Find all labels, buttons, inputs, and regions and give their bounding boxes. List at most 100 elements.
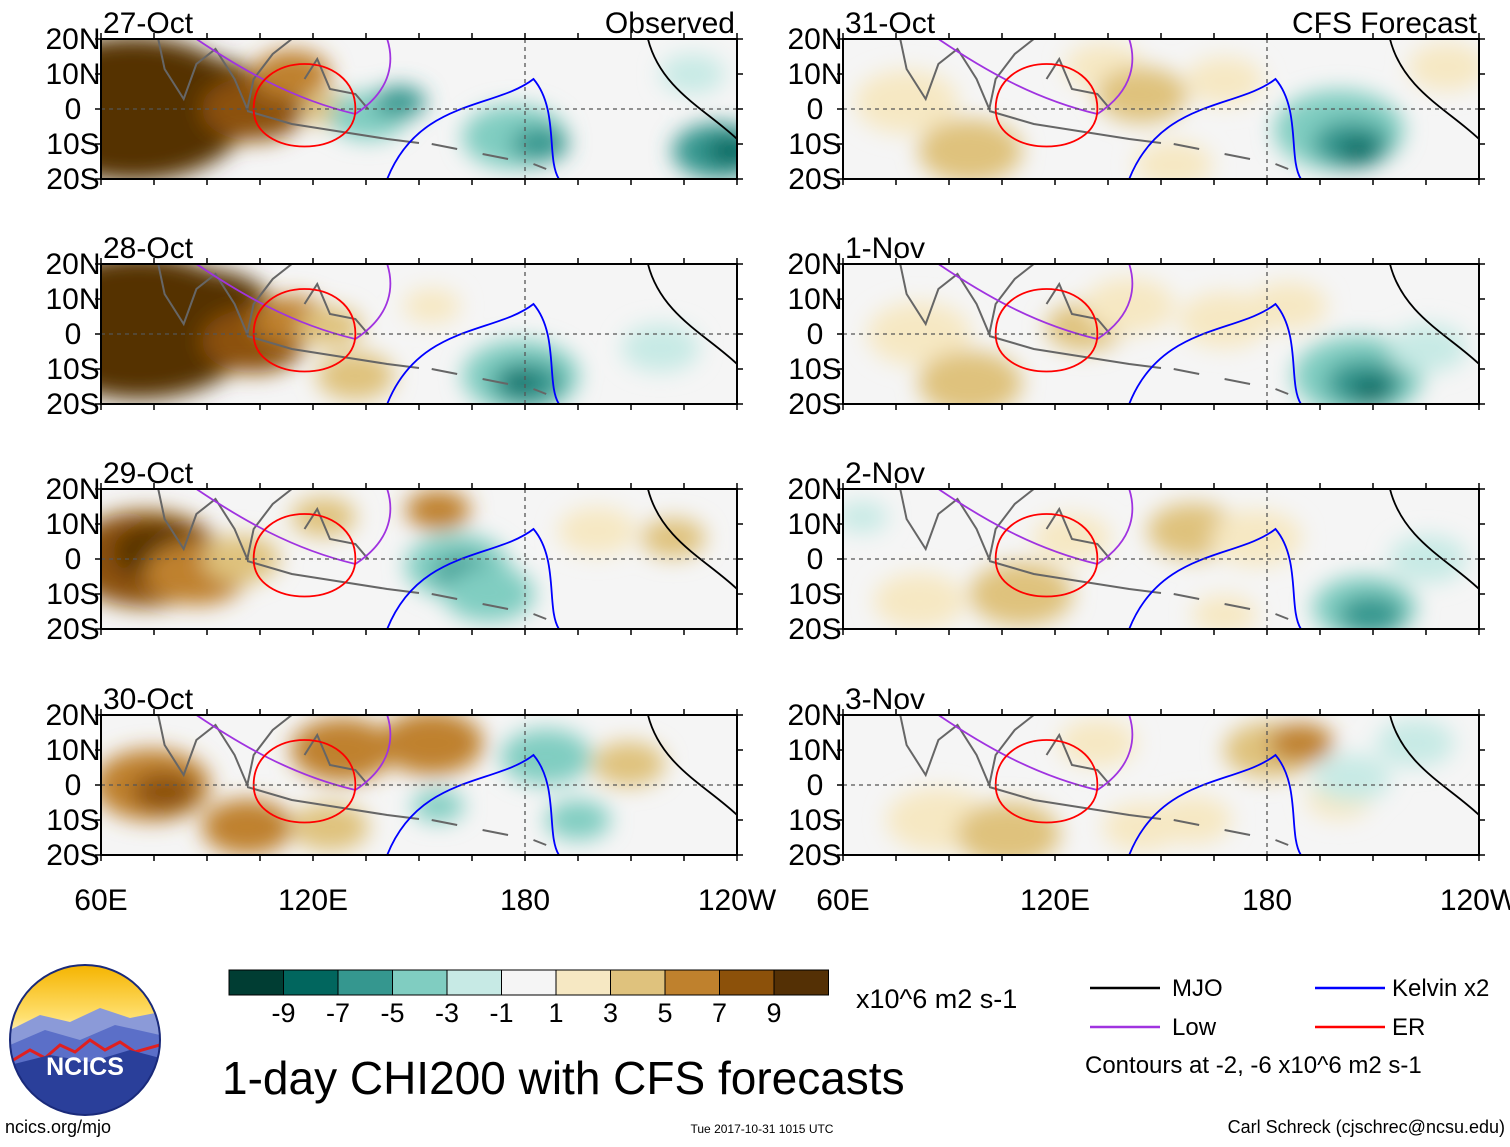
contour-er: [252, 288, 357, 373]
contour-note: Contours at -2, -6 x10^6 m2 s-1: [1085, 1052, 1422, 1079]
field-blob: [403, 288, 461, 324]
panel-date: 31-Oct: [845, 7, 936, 40]
field-blob: [1312, 754, 1391, 802]
contour-kelvin: [386, 302, 560, 404]
field-blob: [373, 86, 426, 118]
logo-text: NCICS: [46, 1053, 124, 1081]
x-tick-label: 120E: [278, 884, 348, 917]
contour-er: [252, 739, 357, 824]
coastline-asia: [899, 489, 1035, 563]
contour-er: [252, 513, 357, 598]
field-blob: [1338, 595, 1404, 629]
y-tick-label: 20N: [45, 248, 100, 281]
y-tick-label: 10N: [45, 58, 100, 91]
legend-low: Low: [1172, 1014, 1217, 1041]
field-blob: [500, 729, 592, 785]
x-tick-label: 120W: [698, 884, 777, 917]
colorbar-label: -1: [489, 998, 513, 1028]
coastline-asia: [899, 39, 1035, 113]
panel-type-label: CFS Forecast: [1292, 7, 1478, 40]
coastline-islands: [1173, 368, 1289, 395]
field-blob: [918, 351, 1023, 404]
coastline-indonesia: [246, 335, 420, 369]
y-tick-label: 10N: [45, 508, 100, 541]
contour-er: [994, 513, 1099, 598]
coastline-islands: [431, 368, 547, 395]
field-blob: [1096, 67, 1188, 123]
contour-low: [937, 489, 1134, 565]
y-tick-label: 10N: [45, 283, 100, 316]
field-blob: [1351, 378, 1391, 402]
contour-low: [937, 715, 1134, 791]
field-blob: [843, 501, 889, 533]
y-tick-label: 0: [807, 318, 824, 351]
field-blob: [405, 490, 471, 530]
coastline-indonesia: [246, 110, 420, 144]
field-blob: [1408, 43, 1479, 91]
field-blob: [545, 800, 611, 840]
coastline-asia: [157, 39, 293, 113]
colorbar-label: 1: [548, 998, 563, 1028]
x-tick-label: 120E: [1020, 884, 1090, 917]
contour-er: [994, 63, 1099, 148]
contour-mjo: [647, 39, 737, 140]
coastline-islands: [1173, 593, 1289, 620]
colorbar-swatch: [773, 969, 829, 996]
colorbar-swatch: [283, 969, 339, 996]
contour-mjo: [1389, 489, 1479, 590]
colorbar: -9 -7 -5 -3 -1 1 3 5 7 9: [228, 969, 829, 1028]
field-blob: [290, 803, 369, 851]
field-blob: [132, 772, 198, 812]
panel-date: 28-Oct: [103, 232, 194, 265]
contour-mjo: [1389, 264, 1479, 365]
y-tick-label: 20N: [787, 23, 842, 56]
field-blob: [672, 123, 737, 179]
contour-low: [195, 715, 392, 791]
field-blob: [707, 136, 737, 166]
field-blob: [1083, 278, 1175, 334]
coastline-philippines: [303, 281, 369, 335]
y-tick-label: 20S: [788, 388, 841, 421]
x-tick-label: 180: [500, 884, 550, 917]
colorbar-swatch: [501, 969, 557, 996]
y-tick-label: 0: [65, 93, 82, 126]
colorbar-swatch: [664, 969, 720, 996]
y-tick-label: 0: [65, 318, 82, 351]
field-blob: [854, 70, 959, 134]
colorbar-label: -9: [271, 998, 295, 1028]
coastline-islands: [431, 593, 547, 620]
field-blob: [201, 799, 293, 855]
contour-kelvin: [386, 527, 560, 629]
y-tick-label: 20N: [45, 473, 100, 506]
y-tick-label: 0: [807, 769, 824, 802]
y-tick-label: 0: [807, 543, 824, 576]
colorbar-swatch: [446, 969, 502, 996]
coastline-indonesia: [246, 560, 420, 594]
field-blob: [505, 373, 537, 393]
coastline-philippines: [303, 506, 369, 560]
y-tick-label: 10S: [46, 353, 99, 386]
contour-kelvin: [1128, 753, 1302, 855]
panel-type-label: Observed: [605, 7, 735, 40]
field-blob: [1185, 57, 1264, 105]
panel-date: 1-Nov: [845, 232, 925, 265]
contour-low: [195, 489, 392, 565]
colorbar-label: 5: [657, 998, 672, 1028]
coastline-islands: [431, 143, 547, 170]
field-blob: [1268, 723, 1334, 763]
x-axis-labels: 60E 120E 180 120W 60E 120E 180 120W: [74, 884, 1510, 917]
coastline-indonesia: [988, 560, 1162, 594]
panel-date: 27-Oct: [103, 7, 194, 40]
contour-legend: MJO Kelvin x2 Low ER Contours at -2, -6 …: [1085, 975, 1489, 1079]
y-tick-label: 20N: [45, 699, 100, 732]
contour-kelvin: [386, 753, 560, 855]
contour-er: [994, 288, 1099, 373]
field-blob: [511, 126, 569, 162]
x-tick-label: 60E: [74, 884, 127, 917]
y-tick-label: 10S: [46, 578, 99, 611]
coastline-indonesia: [988, 335, 1162, 369]
y-tick-label: 20S: [46, 613, 99, 646]
